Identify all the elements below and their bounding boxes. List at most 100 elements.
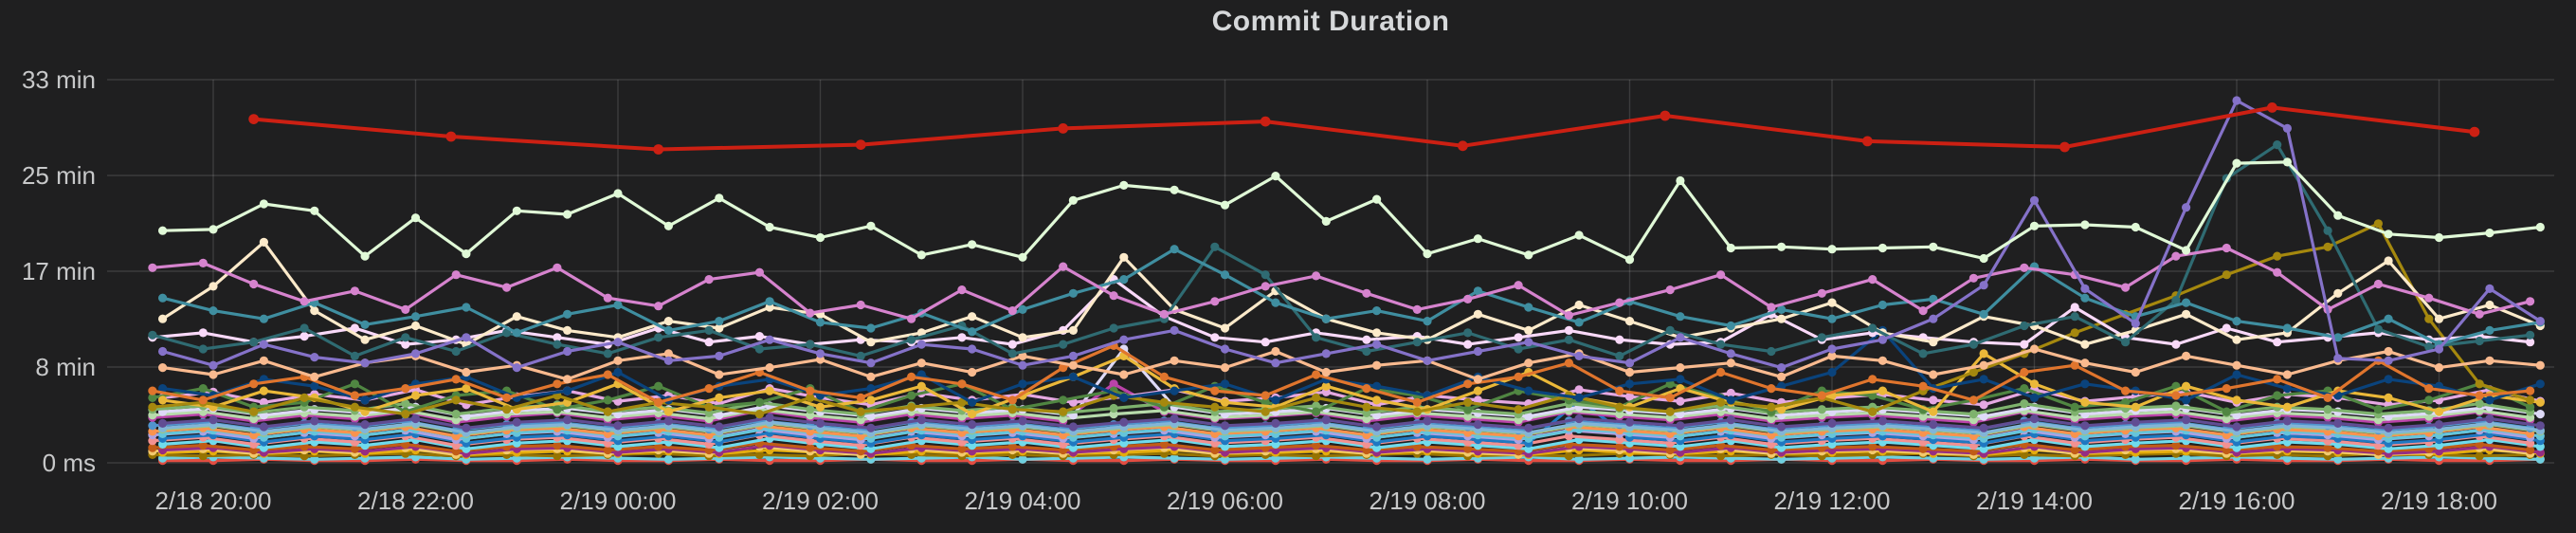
data-point[interactable]: [1878, 416, 1887, 426]
data-point[interactable]: [553, 340, 562, 349]
data-point[interactable]: [1220, 270, 1230, 280]
data-point[interactable]: [1068, 351, 1078, 360]
data-point[interactable]: [2267, 102, 2277, 113]
data-point[interactable]: [2282, 384, 2292, 394]
data-point[interactable]: [654, 333, 663, 342]
data-point[interactable]: [866, 423, 876, 432]
data-point[interactable]: [410, 312, 421, 322]
data-point[interactable]: [1524, 303, 1533, 312]
data-point[interactable]: [1615, 442, 1624, 451]
data-point[interactable]: [1817, 333, 1826, 342]
data-point[interactable]: [512, 312, 521, 322]
data-point[interactable]: [1615, 298, 1624, 307]
data-point[interactable]: [2222, 270, 2231, 280]
data-point[interactable]: [2282, 123, 2292, 133]
data-point[interactable]: [148, 330, 157, 340]
data-point[interactable]: [1868, 375, 1878, 384]
data-point[interactable]: [2222, 384, 2231, 394]
data-point[interactable]: [916, 358, 926, 368]
data-point[interactable]: [1220, 200, 1230, 210]
data-point[interactable]: [613, 421, 623, 431]
data-point[interactable]: [1109, 291, 1118, 301]
data-point[interactable]: [1868, 275, 1878, 285]
data-point[interactable]: [2434, 232, 2444, 243]
data-point[interactable]: [1574, 385, 1584, 395]
data-point[interactable]: [1058, 123, 1069, 134]
data-point[interactable]: [1929, 370, 1938, 379]
data-point[interactable]: [2080, 284, 2090, 293]
data-point[interactable]: [1119, 370, 1129, 379]
data-point[interactable]: [1514, 372, 1523, 381]
data-point[interactable]: [866, 221, 876, 230]
data-point[interactable]: [866, 358, 876, 368]
data-point[interactable]: [2485, 325, 2494, 335]
data-point[interactable]: [603, 349, 612, 358]
data-point[interactable]: [1979, 412, 1988, 421]
data-point[interactable]: [754, 397, 765, 407]
data-point[interactable]: [1261, 338, 1270, 347]
data-point[interactable]: [1473, 234, 1482, 244]
data-point[interactable]: [401, 399, 410, 409]
data-point[interactable]: [1574, 230, 1584, 240]
data-point[interactable]: [2485, 284, 2494, 293]
data-point[interactable]: [1423, 416, 1432, 426]
data-point[interactable]: [2222, 243, 2231, 253]
data-point[interactable]: [2222, 407, 2231, 416]
data-point[interactable]: [1312, 370, 1321, 379]
data-point[interactable]: [462, 303, 471, 312]
data-point[interactable]: [613, 189, 623, 198]
data-point[interactable]: [1660, 110, 1671, 121]
data-point[interactable]: [1271, 346, 1280, 357]
data-point[interactable]: [663, 349, 674, 358]
data-point[interactable]: [401, 340, 410, 349]
data-point[interactable]: [1463, 328, 1473, 338]
data-point[interactable]: [1726, 321, 1735, 331]
data-point[interactable]: [2485, 356, 2494, 365]
data-point[interactable]: [1574, 454, 1584, 464]
data-point[interactable]: [2485, 300, 2494, 310]
data-point[interactable]: [198, 384, 208, 394]
data-point[interactable]: [2171, 441, 2181, 450]
data-point[interactable]: [663, 407, 674, 416]
data-point[interactable]: [2282, 323, 2292, 333]
data-point[interactable]: [563, 346, 572, 357]
data-point[interactable]: [2222, 323, 2231, 333]
data-point[interactable]: [1574, 414, 1584, 424]
data-point[interactable]: [1827, 344, 1837, 354]
data-point[interactable]: [907, 402, 916, 412]
data-point[interactable]: [2526, 395, 2535, 405]
data-point[interactable]: [1210, 402, 1220, 412]
data-point[interactable]: [1676, 175, 1685, 186]
data-point[interactable]: [1321, 314, 1331, 323]
data-point[interactable]: [2535, 397, 2545, 407]
data-point[interactable]: [2080, 397, 2090, 407]
data-point[interactable]: [1220, 323, 1230, 333]
data-point[interactable]: [310, 206, 319, 215]
data-point[interactable]: [1777, 363, 1787, 373]
data-point[interactable]: [968, 397, 977, 407]
data-point[interactable]: [1059, 363, 1068, 373]
data-point[interactable]: [209, 360, 218, 370]
data-point[interactable]: [1514, 333, 1523, 342]
data-point[interactable]: [2475, 379, 2484, 389]
data-point[interactable]: [350, 379, 359, 389]
data-point[interactable]: [2469, 126, 2480, 138]
data-point[interactable]: [1574, 351, 1584, 360]
data-point[interactable]: [1514, 344, 1523, 354]
data-point[interactable]: [856, 300, 865, 310]
data-point[interactable]: [2020, 321, 2029, 331]
data-point[interactable]: [1059, 340, 1068, 349]
data-point[interactable]: [2333, 418, 2343, 428]
data-point[interactable]: [957, 285, 967, 295]
data-point[interactable]: [1968, 395, 1978, 405]
data-point[interactable]: [654, 381, 663, 391]
data-point[interactable]: [1423, 249, 1432, 259]
data-point[interactable]: [1716, 270, 1726, 280]
data-point[interactable]: [2424, 314, 2434, 323]
data-point[interactable]: [1007, 405, 1017, 414]
data-point[interactable]: [2333, 288, 2343, 298]
data-point[interactable]: [968, 240, 977, 249]
data-point[interactable]: [1716, 397, 1726, 407]
data-point[interactable]: [1463, 444, 1473, 453]
data-point[interactable]: [1514, 405, 1523, 414]
